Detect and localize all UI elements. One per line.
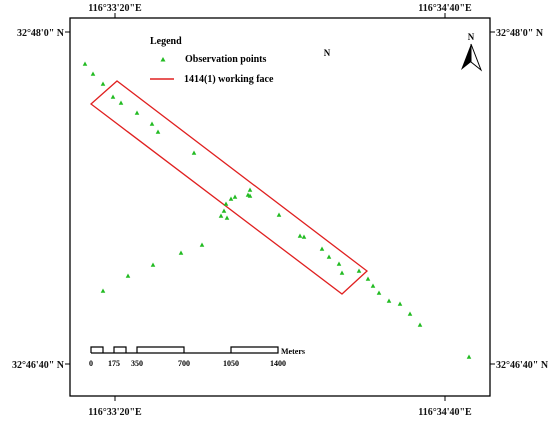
coord-left-bottom: 32°46'40" N bbox=[12, 360, 65, 371]
observation-point bbox=[297, 233, 303, 238]
north-arrow-icon: N bbox=[461, 32, 483, 72]
observation-point bbox=[407, 311, 413, 316]
legend: Legend Observation points 1414(1) workin… bbox=[150, 36, 274, 85]
scale-tick-label: 1050 bbox=[223, 359, 239, 368]
coord-bottom-right: 116°34'40"E bbox=[418, 407, 472, 418]
observation-point bbox=[376, 290, 382, 295]
north-label: N bbox=[324, 48, 331, 58]
scale-unit-label: Meters bbox=[281, 347, 305, 356]
observation-points bbox=[82, 61, 472, 359]
observation-point bbox=[397, 301, 403, 306]
observation-point bbox=[247, 187, 253, 192]
map-frame bbox=[69, 17, 491, 397]
north-arrow-label: N bbox=[468, 32, 475, 42]
observation-point bbox=[223, 201, 229, 206]
observation-point bbox=[301, 234, 307, 239]
coord-bottom-left: 116°33'20"E bbox=[88, 407, 142, 418]
observation-point bbox=[365, 276, 371, 281]
scale-tick-label: 175 bbox=[108, 359, 120, 368]
scale-tick-label: 350 bbox=[131, 359, 143, 368]
observation-point bbox=[336, 261, 342, 266]
coord-top-right: 116°34'40"E bbox=[418, 3, 472, 14]
legend-title: Legend bbox=[150, 36, 182, 47]
observation-point bbox=[386, 298, 392, 303]
observation-point bbox=[218, 213, 224, 218]
observation-point bbox=[90, 71, 96, 76]
observation-point bbox=[199, 242, 205, 247]
scale-tick-label: 0 bbox=[89, 359, 93, 368]
observation-point bbox=[82, 61, 88, 66]
observation-point bbox=[100, 81, 106, 86]
observation-point bbox=[134, 110, 140, 115]
observation-point bbox=[339, 270, 345, 275]
observation-point bbox=[191, 150, 197, 155]
observation-point bbox=[247, 193, 253, 198]
observation-point bbox=[276, 212, 282, 217]
coord-right-bottom: 32°46'40" N bbox=[496, 360, 549, 371]
scale-tick-labels: 0 175 350 700 1050 1400 bbox=[89, 359, 286, 368]
observation-point bbox=[110, 94, 116, 99]
observation-point bbox=[150, 262, 156, 267]
scale-tick-label: 1400 bbox=[270, 359, 286, 368]
observation-point bbox=[356, 268, 362, 273]
observation-point bbox=[370, 283, 376, 288]
observation-point bbox=[417, 322, 423, 327]
coord-left-top: 32°48'0" N bbox=[17, 28, 65, 39]
coord-right-top: 32°48'0" N bbox=[496, 28, 544, 39]
graticule-ticks bbox=[65, 13, 495, 401]
observation-point bbox=[125, 273, 131, 278]
legend-working-face-label: 1414(1) working face bbox=[184, 74, 274, 85]
observation-point bbox=[326, 254, 332, 259]
observation-point bbox=[319, 246, 325, 251]
observation-point bbox=[224, 215, 230, 220]
observation-point bbox=[100, 288, 106, 293]
observation-point bbox=[466, 354, 472, 359]
observation-point bbox=[178, 250, 184, 255]
observation-point bbox=[221, 208, 227, 213]
observation-point bbox=[155, 129, 161, 134]
observation-point bbox=[228, 196, 234, 201]
observation-point-marker-icon bbox=[160, 57, 166, 62]
observation-point bbox=[232, 194, 238, 199]
observation-point bbox=[118, 100, 124, 105]
working-face-outline bbox=[89, 80, 369, 295]
scale-tick-label: 700 bbox=[178, 359, 190, 368]
legend-observation-label: Observation points bbox=[185, 54, 267, 65]
scale-bar bbox=[90, 346, 279, 354]
coord-top-left: 116°33'20"E bbox=[88, 3, 142, 14]
observation-point bbox=[149, 121, 155, 126]
